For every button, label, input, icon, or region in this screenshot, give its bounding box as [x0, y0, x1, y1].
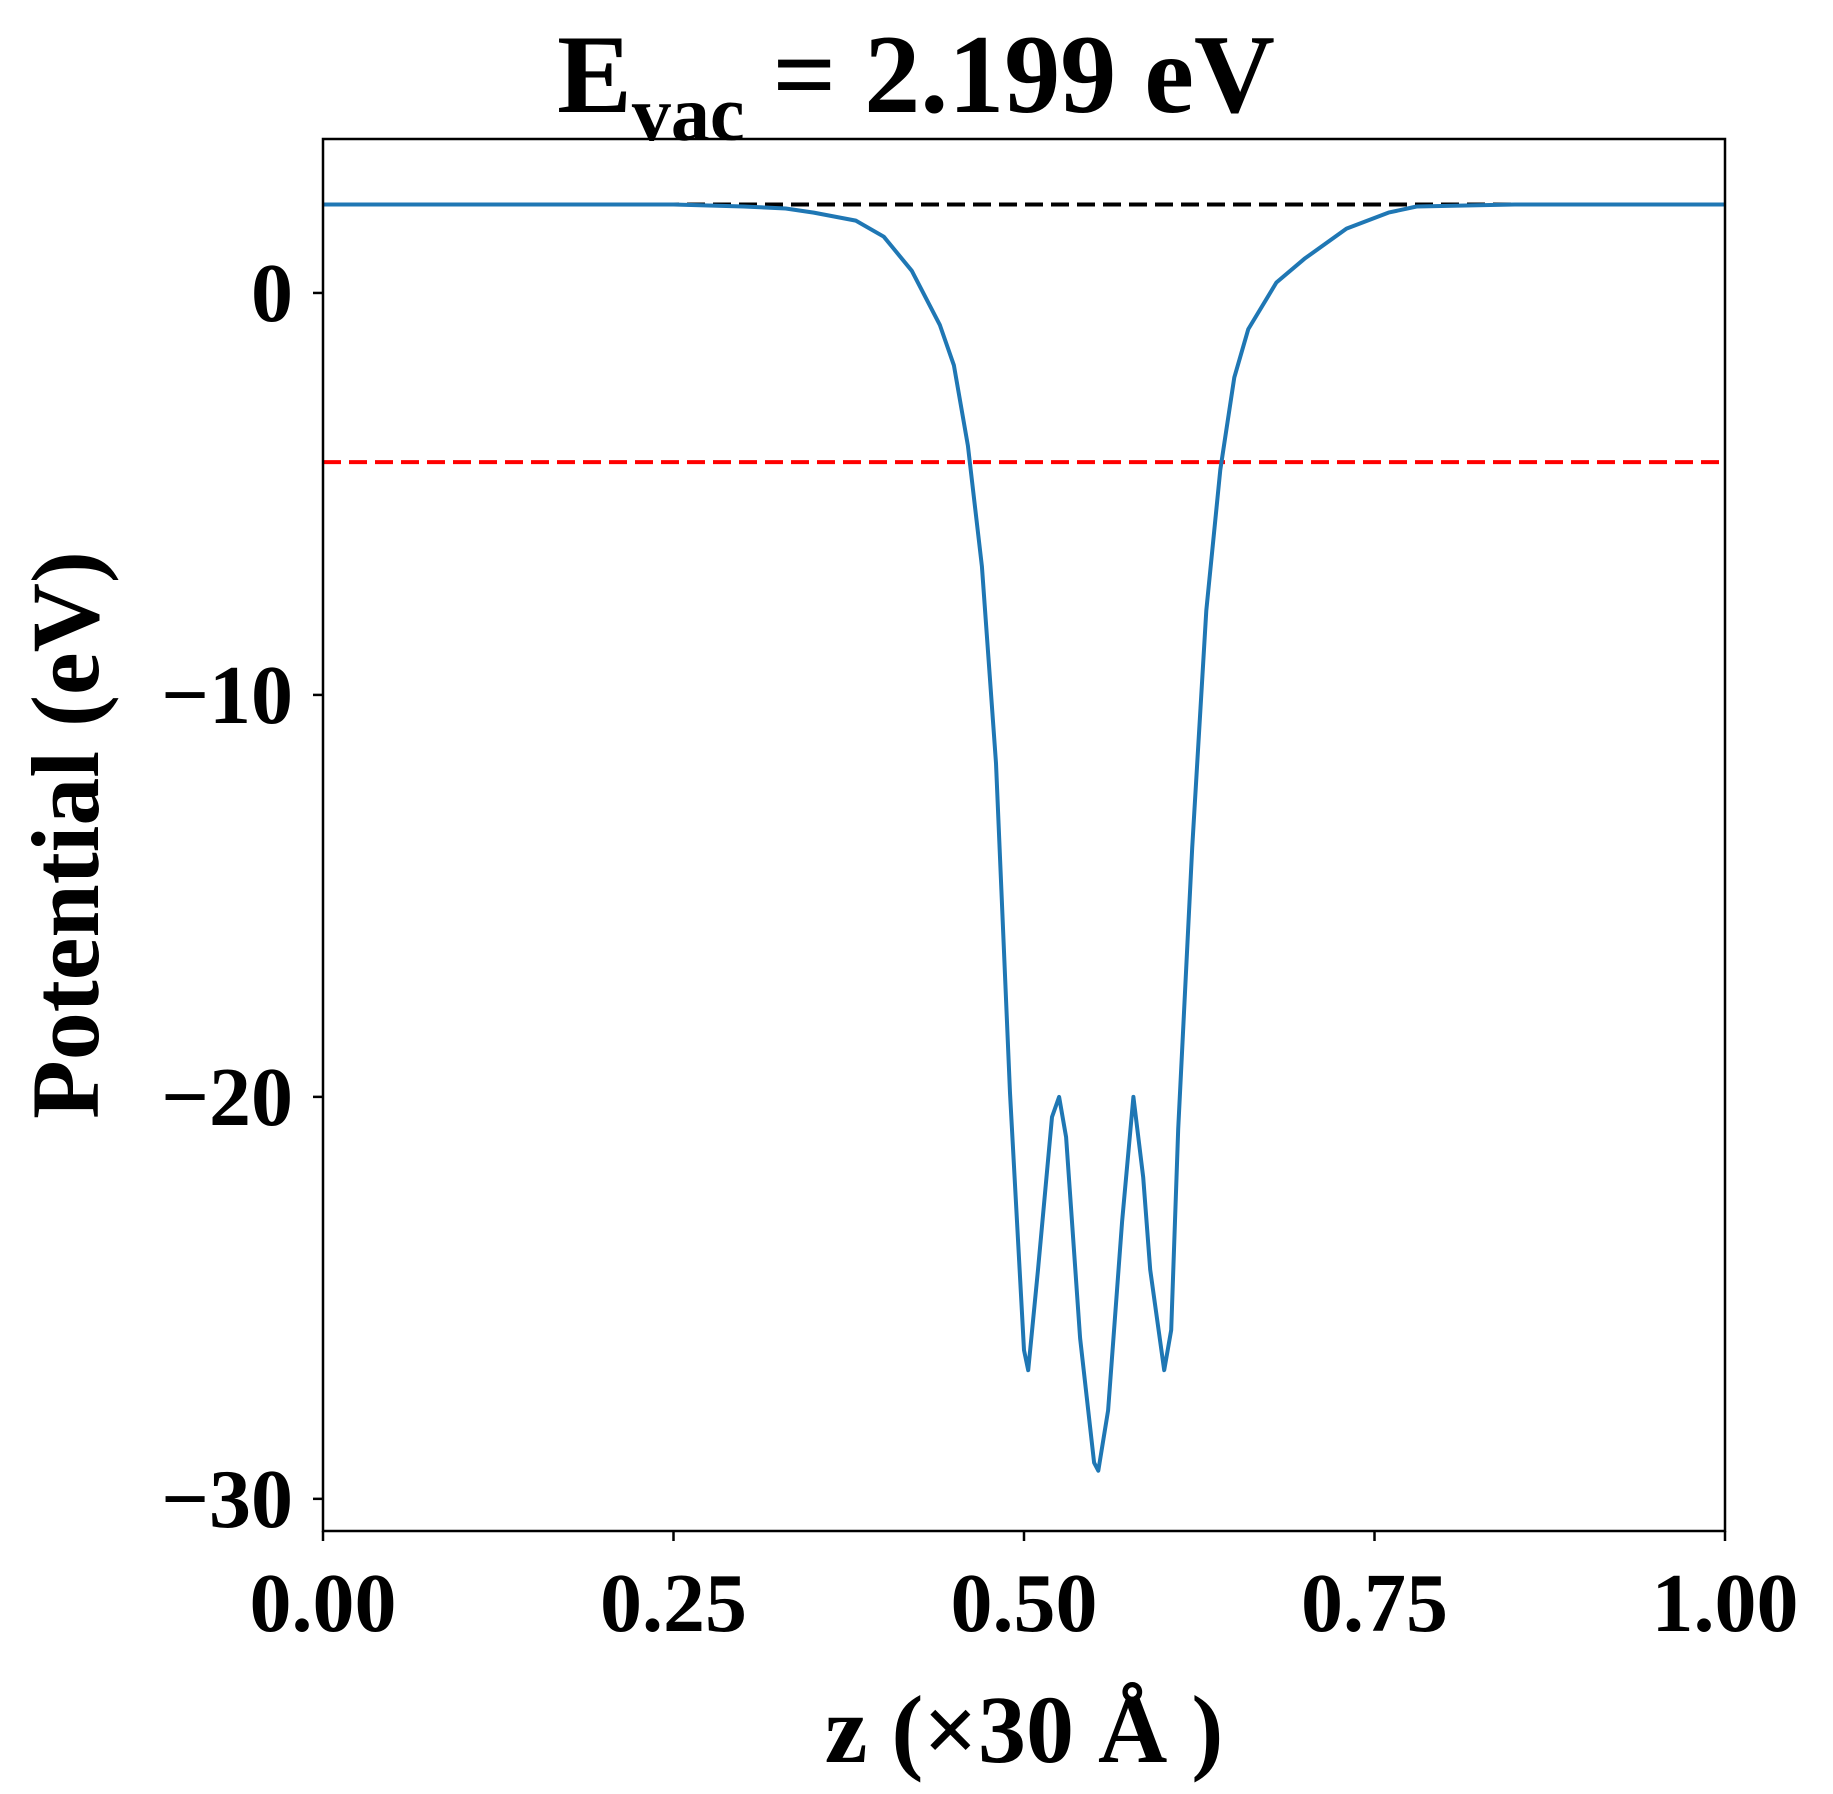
y-tick-label: −10	[161, 649, 293, 742]
x-tick-label: 0.00	[250, 1557, 397, 1650]
x-tick-label: 1.00	[1652, 1557, 1799, 1650]
potential-series-line	[323, 202, 1725, 1473]
plot-area	[321, 137, 1727, 1533]
chart-title: Evac = 2.199 eV	[557, 13, 1275, 157]
x-axis-label: z (×30 Å )	[825, 1676, 1224, 1783]
x-tick-label: 0.50	[951, 1557, 1098, 1650]
x-tick-label: 0.25	[600, 1557, 747, 1650]
y-axis-label: Potential (eV)	[12, 551, 119, 1119]
x-tick-label: 0.75	[1301, 1557, 1448, 1650]
y-tick-label: −30	[161, 1453, 293, 1546]
y-tick-label: −20	[161, 1051, 293, 1144]
axis-ticks: 0.00 0.25 0.50 0.75 1.00 0 −10 −20 −30	[161, 247, 1798, 1650]
y-tick-label: 0	[251, 247, 293, 340]
